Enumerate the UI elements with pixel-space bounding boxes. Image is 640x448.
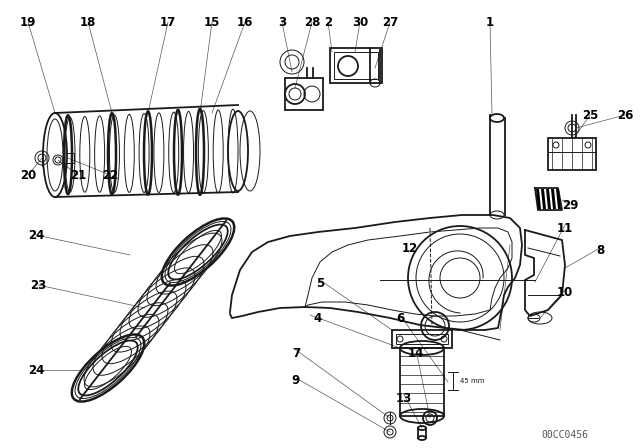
- Text: 13: 13: [396, 392, 412, 405]
- Bar: [396, 334, 448, 344]
- Text: 3: 3: [278, 16, 286, 29]
- Text: 22: 22: [102, 168, 118, 181]
- Text: 21: 21: [70, 168, 86, 181]
- Text: 14: 14: [408, 346, 424, 359]
- Text: 4: 4: [314, 311, 322, 324]
- Text: 19: 19: [20, 16, 36, 29]
- Text: 29: 29: [562, 198, 578, 211]
- Text: 20: 20: [20, 168, 36, 181]
- Polygon shape: [556, 189, 561, 209]
- Text: 15: 15: [204, 16, 220, 29]
- Bar: [64, 153, 74, 163]
- Text: 23: 23: [30, 279, 46, 292]
- Text: 8: 8: [596, 244, 604, 257]
- Text: 24: 24: [28, 363, 44, 376]
- Text: 2: 2: [324, 16, 332, 29]
- Text: 45 mm: 45 mm: [460, 378, 484, 384]
- Text: 11: 11: [557, 221, 573, 234]
- Text: 30: 30: [352, 16, 368, 29]
- Text: 6: 6: [396, 311, 404, 324]
- Text: 18: 18: [80, 16, 96, 29]
- Bar: [334, 52, 378, 79]
- Text: 28: 28: [304, 16, 320, 29]
- Polygon shape: [546, 189, 551, 209]
- Bar: [548, 138, 596, 170]
- Text: 9: 9: [292, 374, 300, 387]
- Bar: [400, 348, 444, 416]
- Text: 16: 16: [237, 16, 253, 29]
- Text: 10: 10: [557, 285, 573, 298]
- Bar: [285, 78, 323, 110]
- Text: 00CC0456: 00CC0456: [541, 430, 589, 440]
- Polygon shape: [536, 189, 541, 209]
- Text: 24: 24: [28, 228, 44, 241]
- Text: 25: 25: [582, 108, 598, 121]
- Text: 12: 12: [402, 241, 418, 254]
- Text: 1: 1: [486, 16, 494, 29]
- Text: 7: 7: [292, 346, 300, 359]
- Text: 5: 5: [316, 276, 324, 289]
- Text: 17: 17: [160, 16, 176, 29]
- Polygon shape: [551, 189, 556, 209]
- Polygon shape: [541, 189, 546, 209]
- Text: 26: 26: [617, 108, 633, 121]
- Bar: [392, 330, 452, 348]
- Bar: [330, 48, 382, 83]
- Text: 27: 27: [382, 16, 398, 29]
